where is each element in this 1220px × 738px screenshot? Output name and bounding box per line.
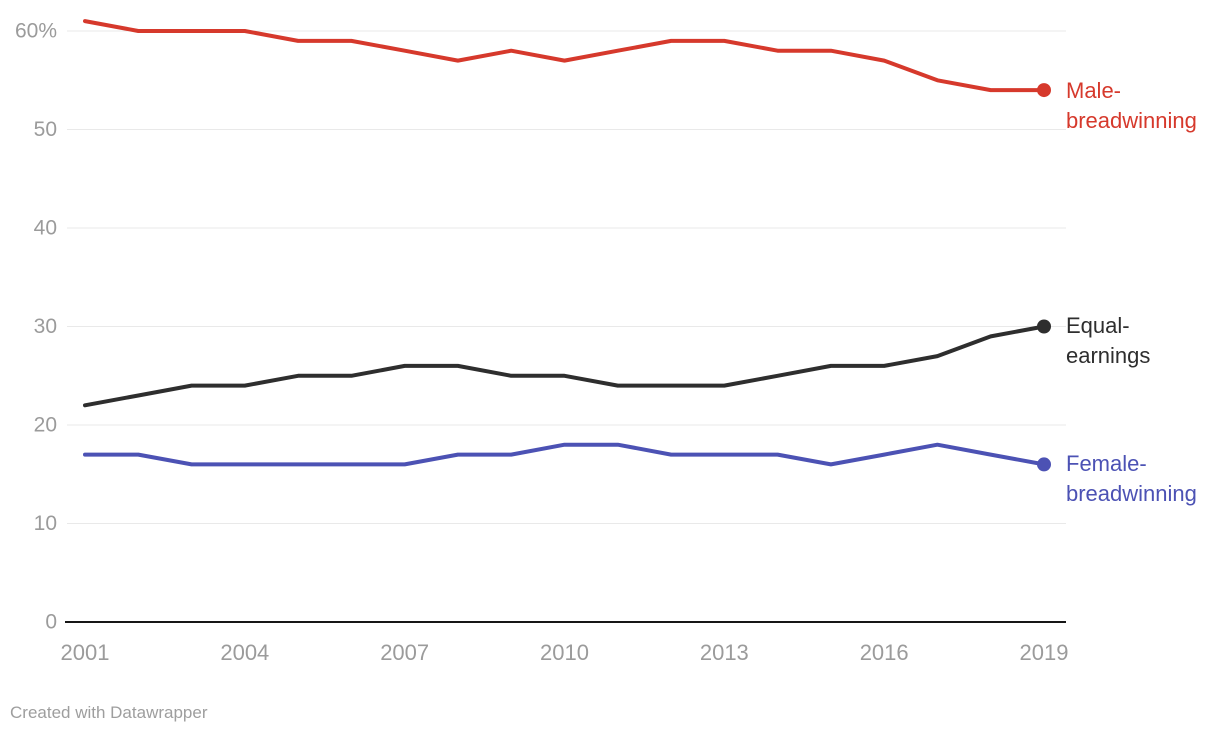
x-axis-tick-label: 2007 [380, 640, 429, 665]
y-axis-tick-label: 20 [34, 414, 57, 437]
series-label-line: Equal- [1066, 313, 1130, 338]
series-end-dot-1 [1037, 319, 1051, 334]
series-label-line: breadwinning [1066, 108, 1197, 133]
series-line-2 [83, 442, 1046, 467]
series-label-line: breadwinning [1066, 481, 1197, 506]
x-axis-tick-label: 2001 [61, 640, 110, 665]
x-axis-tick-label: 2019 [1020, 640, 1069, 665]
y-axis-tick-label: 60% [15, 20, 57, 43]
series-line-1 [83, 324, 1046, 408]
x-axis-tick-label: 2010 [540, 640, 589, 665]
x-axis-tick-label: 2004 [220, 640, 269, 665]
series-end-dot-0 [1037, 83, 1051, 98]
series-label-male-breadwinning: Male- breadwinning [1066, 76, 1197, 136]
datawrapper-attribution: Created with Datawrapper [10, 703, 208, 722]
x-axis-tick-label: 2016 [860, 640, 909, 665]
x-axis-tick-label: 2013 [700, 640, 749, 665]
series-end-dot-2 [1037, 457, 1051, 472]
series-label-female-breadwinning: Female- breadwinning [1066, 449, 1197, 509]
series-label-equal-earnings: Equal- earnings [1066, 311, 1150, 371]
y-axis-tick-label: 30 [34, 315, 57, 338]
series-label-line: Female- [1066, 451, 1147, 476]
y-axis-tick-label: 0 [45, 611, 57, 634]
series-line-0 [83, 19, 1046, 93]
y-axis-tick-label: 10 [34, 512, 57, 535]
series-label-line: Male- [1066, 78, 1122, 103]
y-axis-tick-label: 50 [34, 118, 57, 141]
y-axis-tick-label: 40 [34, 217, 57, 240]
series-label-line: earnings [1066, 343, 1151, 368]
